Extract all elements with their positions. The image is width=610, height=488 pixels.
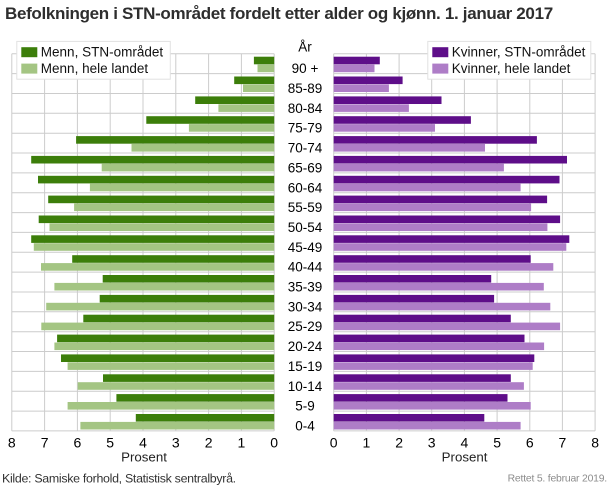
svg-text:5: 5 [493,435,501,451]
svg-text:30-34: 30-34 [288,299,323,314]
svg-text:Menn, STN-området: Menn, STN-området [41,44,164,59]
svg-text:3: 3 [428,435,436,451]
svg-text:Kvinner, hele landet: Kvinner, hele landet [452,61,571,76]
svg-text:65-69: 65-69 [288,160,323,175]
svg-text:40-44: 40-44 [288,260,323,275]
svg-text:10-14: 10-14 [288,379,323,394]
svg-text:1: 1 [363,435,371,451]
svg-text:Prosent: Prosent [121,449,167,464]
svg-text:Prosent: Prosent [442,449,488,464]
svg-text:0: 0 [330,435,338,451]
svg-text:Rettet 5. februar 2019.: Rettet 5. februar 2019. [508,474,607,485]
svg-text:5: 5 [106,435,114,451]
svg-text:85-89: 85-89 [288,81,323,96]
svg-text:Kilde: Samiske forhold, Statis: Kilde: Samiske forhold, Statistisk sentr… [2,472,236,486]
svg-text:År: År [298,40,312,55]
svg-text:8: 8 [591,435,599,451]
svg-text:6: 6 [526,435,534,451]
svg-text:15-19: 15-19 [288,359,323,374]
svg-text:25-29: 25-29 [288,319,323,334]
svg-text:7: 7 [41,435,49,451]
svg-text:7: 7 [559,435,567,451]
svg-text:75-79: 75-79 [288,121,323,136]
svg-text:0-4: 0-4 [295,419,315,434]
svg-text:Kvinner, STN-området: Kvinner, STN-området [452,44,586,59]
svg-text:8: 8 [8,435,16,451]
svg-text:70-74: 70-74 [288,141,323,156]
svg-text:55-59: 55-59 [288,200,323,215]
svg-text:4: 4 [139,435,147,451]
svg-text:4: 4 [461,435,469,451]
svg-text:50-54: 50-54 [288,220,323,235]
svg-text:80-84: 80-84 [288,101,323,116]
svg-text:5-9: 5-9 [295,399,315,414]
svg-text:35-39: 35-39 [288,280,323,295]
svg-text:60-64: 60-64 [288,180,323,195]
svg-text:90 +: 90 + [292,61,319,76]
svg-text:45-49: 45-49 [288,240,323,255]
svg-text:1: 1 [238,435,246,451]
svg-text:20-24: 20-24 [288,339,323,354]
svg-text:Menn, hele landet: Menn, hele landet [41,61,149,76]
svg-text:6: 6 [74,435,82,451]
svg-text:0: 0 [270,435,278,451]
svg-text:3: 3 [172,435,180,451]
svg-text:2: 2 [395,435,403,451]
svg-text:2: 2 [205,435,213,451]
